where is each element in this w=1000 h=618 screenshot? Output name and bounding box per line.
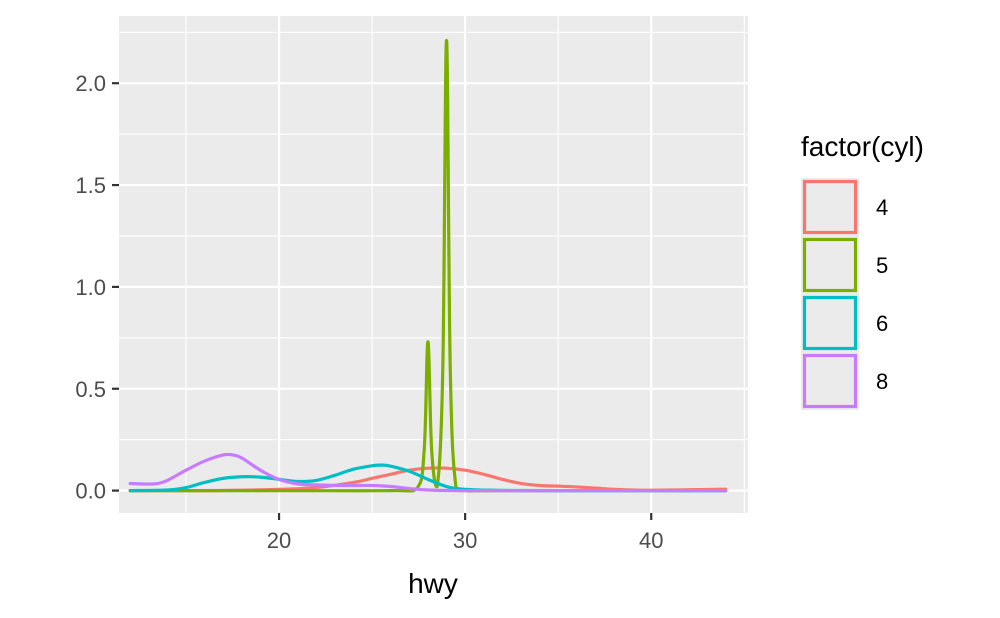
legend-item-cyl-4: 4	[801, 178, 888, 236]
x-axis: 20 30 40	[267, 513, 663, 553]
grid-minor	[119, 16, 748, 513]
legend-label: 5	[876, 253, 888, 278]
y-tick-label: 1.0	[75, 275, 106, 300]
y-tick-label: 0.0	[75, 479, 106, 504]
legend-item-cyl-6: 6	[801, 294, 888, 352]
legend-label: 8	[876, 369, 888, 394]
legend-key-bg	[801, 178, 859, 236]
legend-key-swatch	[802, 353, 858, 409]
y-tick-label: 0.5	[75, 377, 106, 402]
x-tick-label: 40	[639, 528, 663, 553]
y-tick-label: 1.5	[75, 173, 106, 198]
legend-title: factor(cyl)	[801, 131, 924, 162]
x-tick-label: 30	[453, 528, 477, 553]
x-tick-label: 20	[267, 528, 291, 553]
plot-panel	[119, 16, 748, 513]
y-tick-label: 2.0	[75, 71, 106, 96]
series-layer	[128, 38, 728, 493]
legend-item-cyl-8: 8	[801, 352, 888, 410]
legend-key-swatch	[802, 179, 858, 235]
legend-label: 6	[876, 311, 888, 336]
y-axis: 0.0 0.5 1.0 1.5 2.0	[75, 71, 119, 504]
legend-key-bg	[801, 294, 859, 352]
series-line-cyl-8	[128, 452, 728, 493]
legend-item-cyl-5: 5	[801, 236, 888, 294]
x-axis-title: hwy	[408, 568, 458, 599]
legend-key-bg	[801, 352, 859, 410]
legend: factor(cyl) 4 5 6 8	[801, 131, 924, 410]
legend-label: 4	[876, 195, 888, 220]
legend-key-swatch	[802, 237, 858, 293]
legend-key-swatch	[802, 295, 858, 351]
legend-key-bg	[801, 236, 859, 294]
